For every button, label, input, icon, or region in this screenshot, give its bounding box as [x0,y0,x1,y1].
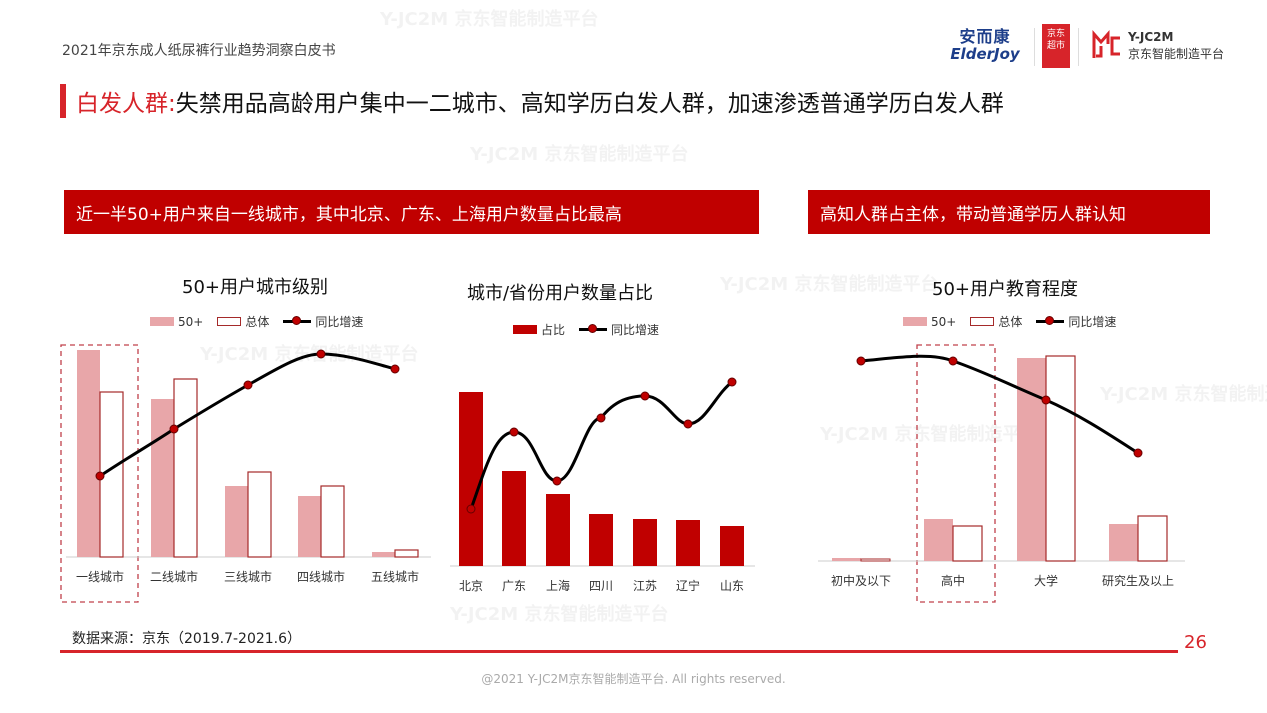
legend-label: 总体 [245,315,270,329]
legend-label: 总体 [998,315,1023,329]
chart2-xlabel: 辽宁 [675,579,701,593]
elderjoy-logo-en: ElderJoy [950,45,1020,63]
legend-item-yoy: 同比增速 [579,321,659,338]
legend-item-overall: 总体 [217,313,269,330]
left-section-banner: 近一半50+用户来自一线城市，其中北京、广东、上海用户数量占比最高 [64,190,759,234]
page-headline: 白发人群: 失禁用品高龄用户集中一二城市、高知学历白发人群，加速渗透普通学历白发… [60,83,1004,119]
legend-line-marker-icon [1036,316,1065,325]
legend-swatch-fill [150,317,174,326]
legend-item-share: 占比 [513,321,565,338]
chart3-xlabel: 研究生及以上 [1101,574,1175,588]
elderjoy-logo: 安而康 ElderJoy [944,28,1026,63]
chart3-plot [818,344,1185,603]
yjc2m-mark-icon [1092,30,1120,58]
legend-label: 50+ [178,314,204,329]
footer-divider [60,650,1178,653]
left-banner-text: 近一半50+用户来自一线城市，其中北京、广东、上海用户数量占比最高 [76,204,622,225]
chart3-highlight-box [916,344,996,603]
chart3-xlabel: 初中及以下 [830,574,892,588]
chart1-legend: 50+ 总体 同比增速 [150,313,377,330]
legend-item-overall: 总体 [970,313,1022,330]
chart1-xlabel: 二线城市 [149,570,199,584]
legend-line-marker-icon [283,316,312,325]
legend-item-50plus: 50+ [150,315,203,329]
chart2-xlabel: 上海 [545,579,571,593]
chart2-plot [450,377,755,567]
legend-label: 占比 [541,323,566,337]
chart3-xlabel: 高中 [940,574,966,588]
logo-divider [1034,28,1035,66]
chart2-title: 城市/省份用户数量占比 [466,283,654,304]
legend-item-yoy: 同比增速 [283,313,363,330]
chart1-title: 50+用户城市级别 [182,277,328,298]
chart3-xlabel: 大学 [1033,574,1059,588]
chart2-xlabel: 四川 [588,579,614,593]
chart3-title: 50+用户教育程度 [932,279,1078,300]
elderjoy-logo-cn: 安而康 [959,27,1011,46]
chart2-xlabel: 北京 [458,579,484,593]
logo-group: 安而康 ElderJoy 京东 超市 Y-JC2M 京东智能制造平台 [944,22,1244,72]
chart3-legend: 50+ 总体 同比增速 [903,313,1130,330]
page-number: 26 [1184,632,1207,653]
chart2-legend: 占比 同比增速 [513,321,673,338]
data-source-note: 数据来源：京东（2019.7-2021.6） [72,631,302,647]
legend-swatch-outline [217,317,242,326]
copyright-text: @2021 Y-JC2M京东智能制造平台. All rights reserve… [481,672,786,686]
right-section-banner: 高知人群占主体，带动普通学历人群认知 [808,190,1210,234]
legend-swatch-red [513,325,537,334]
chart1-highlight-box [60,344,139,603]
jd-supermarket-logo: 京东 超市 [1042,24,1070,68]
chart1-xlabel: 一线城市 [75,570,125,584]
right-banner-text: 高知人群占主体，带动普通学历人群认知 [820,204,1126,225]
legend-swatch-fill [903,317,927,326]
legend-label: 同比增速 [611,323,660,337]
headline-text: 失禁用品高龄用户集中一二城市、高知学历白发人群，加速渗透普通学历白发人群 [175,91,1004,117]
legend-item-yoy: 同比增速 [1036,313,1116,330]
chart2-xlabel: 山东 [719,579,745,593]
headline-highlight: 白发人群: [76,91,176,117]
legend-swatch-outline [970,317,995,326]
headline-accent-bar [60,84,66,118]
legend-label: 同比增速 [1068,315,1117,329]
chart2-xlabel: 广东 [501,579,527,593]
chart1-plot [60,344,431,603]
chart1-xlabel: 三线城市 [223,570,273,584]
legend-label: 50+ [931,314,957,329]
jd-logo-line1: 京东 [1046,29,1065,39]
chart1-xlabel: 四线城市 [296,570,346,584]
yjc2m-logo-line2: 京东智能制造平台 [1128,47,1225,61]
document-title: 2021年京东成人纸尿裤行业趋势洞察白皮书 [62,43,336,59]
chart2-xlabel: 江苏 [632,579,658,593]
legend-line-marker-icon [579,324,608,333]
legend-item-50plus: 50+ [903,315,956,329]
chart1-xlabel: 五线城市 [370,570,420,584]
logo-divider [1078,28,1079,66]
yjc2m-logo-line1: Y-JC2M [1128,30,1174,44]
legend-label: 同比增速 [315,315,364,329]
jd-logo-line2: 超市 [1046,41,1065,51]
